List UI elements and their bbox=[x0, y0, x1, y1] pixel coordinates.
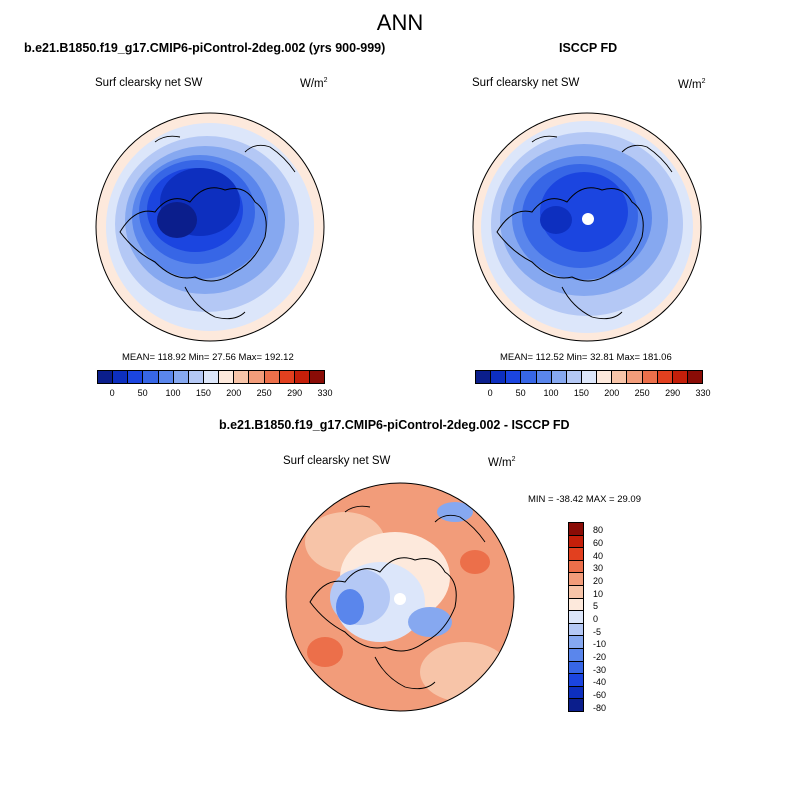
diff-polar-map bbox=[285, 482, 515, 712]
colorbar-tick-label: -10 bbox=[593, 639, 607, 650]
colorbar-tick-label: 330 bbox=[695, 388, 711, 398]
colorbar-swatch bbox=[642, 371, 658, 383]
colorbar-swatch bbox=[569, 585, 583, 599]
colorbar-tick-label: 0 bbox=[109, 388, 115, 398]
colorbar-swatch bbox=[569, 535, 583, 549]
right-variable-label: Surf clearsky net SW bbox=[472, 77, 580, 89]
colorbar-tick-label: 100 bbox=[165, 388, 181, 398]
colorbar-tick-label: 250 bbox=[256, 388, 272, 398]
colorbar-tick-label: 10 bbox=[593, 588, 604, 599]
right-panel-title: ISCCP FD bbox=[559, 41, 618, 55]
colorbar-swatch bbox=[219, 371, 235, 383]
colorbar-swatch bbox=[551, 371, 567, 383]
colorbar-swatch bbox=[234, 371, 250, 383]
colorbar-tick-label: 100 bbox=[543, 388, 559, 398]
colorbar-swatch bbox=[672, 371, 688, 383]
diff-colorbar-ticks: 80 60 40 30 20 10 5 0 -5 -10 -20 -30 -40 -60 -80 bbox=[593, 522, 623, 712]
colorbar-swatch bbox=[569, 548, 583, 561]
colorbar-swatch bbox=[98, 371, 114, 383]
colorbar-tick-label: 40 bbox=[593, 550, 604, 561]
colorbar-swatch bbox=[279, 371, 295, 383]
colorbar-swatch bbox=[491, 371, 507, 383]
colorbar-swatch bbox=[569, 623, 583, 637]
colorbar-tick-label: -5 bbox=[593, 626, 602, 637]
left-panel-title: b.e21.B1850.f19_g17.CMIP6-piControl-2deg… bbox=[24, 41, 386, 55]
colorbar-swatch bbox=[476, 371, 492, 383]
colorbar-tick-label: -20 bbox=[593, 652, 607, 662]
colorbar-swatch bbox=[128, 371, 144, 383]
diff-stats: MIN = -38.42 MAX = 29.09 bbox=[528, 494, 642, 505]
colorbar-swatch bbox=[569, 648, 583, 662]
right-colorbar-ticks: 0 50 100 150 200 250 290 330 bbox=[475, 388, 711, 400]
colorbar-tick-label: 60 bbox=[593, 538, 604, 548]
colorbar-tick-label: 80 bbox=[593, 525, 604, 536]
colorbar-tick-label: 200 bbox=[604, 388, 620, 398]
colorbar-tick-label: 290 bbox=[665, 388, 681, 398]
colorbar-swatch bbox=[569, 636, 583, 649]
colorbar-swatch bbox=[294, 371, 310, 383]
colorbar-tick-label: 30 bbox=[593, 563, 604, 574]
colorbar-swatch bbox=[158, 371, 174, 383]
colorbar-tick-label: 150 bbox=[195, 388, 211, 398]
colorbar-swatch bbox=[203, 371, 220, 383]
colorbar-swatch bbox=[188, 371, 204, 383]
colorbar-swatch bbox=[569, 573, 583, 586]
colorbar-swatch bbox=[569, 674, 583, 687]
colorbar-swatch bbox=[597, 371, 613, 383]
colorbar-tick-label: -60 bbox=[593, 690, 607, 700]
colorbar-tick-label: 50 bbox=[137, 388, 148, 398]
colorbar-swatch bbox=[569, 661, 583, 675]
diff-units-label: W/m2 bbox=[488, 456, 516, 469]
colorbar-tick-label: 250 bbox=[634, 388, 650, 398]
left-variable-label: Surf clearsky net SW bbox=[95, 77, 203, 89]
colorbar-swatch bbox=[264, 371, 280, 383]
colorbar-tick-label: 200 bbox=[226, 388, 242, 398]
colorbar-swatch bbox=[569, 598, 583, 612]
colorbar-swatch bbox=[536, 371, 552, 383]
colorbar-swatch bbox=[569, 686, 583, 700]
right-stats: MEAN= 112.52 Min= 32.81 Max= 181.06 bbox=[500, 352, 672, 363]
colorbar-tick-label: 290 bbox=[287, 388, 303, 398]
colorbar-swatch bbox=[581, 371, 598, 383]
left-colorbar bbox=[97, 370, 325, 384]
colorbar-swatch bbox=[309, 371, 325, 383]
colorbar-swatch bbox=[143, 371, 159, 383]
colorbar-tick-label: 0 bbox=[593, 614, 599, 624]
colorbar-swatch bbox=[687, 371, 703, 383]
colorbar-tick-label: -30 bbox=[593, 664, 607, 675]
colorbar-swatch bbox=[521, 371, 537, 383]
colorbar-swatch bbox=[569, 699, 583, 711]
right-units-label: W/m2 bbox=[678, 78, 706, 91]
colorbar-swatch bbox=[612, 371, 628, 383]
left-polar-map bbox=[95, 112, 325, 342]
diff-colorbar bbox=[568, 522, 584, 712]
left-colorbar-ticks: 0 50 100 150 200 250 290 330 bbox=[97, 388, 333, 400]
colorbar-swatch bbox=[569, 611, 583, 624]
colorbar-swatch bbox=[569, 560, 583, 574]
diff-variable-label: Surf clearsky net SW bbox=[283, 455, 391, 467]
left-stats: MEAN= 118.92 Min= 27.56 Max= 192.12 bbox=[122, 352, 294, 363]
colorbar-tick-label: 0 bbox=[487, 388, 493, 398]
colorbar-tick-label: 20 bbox=[593, 576, 604, 586]
colorbar-tick-label: 50 bbox=[515, 388, 526, 398]
colorbar-swatch bbox=[249, 371, 265, 383]
colorbar-swatch bbox=[173, 371, 189, 383]
colorbar-tick-label: -40 bbox=[593, 677, 607, 688]
colorbar-swatch bbox=[657, 371, 673, 383]
right-colorbar bbox=[475, 370, 703, 384]
colorbar-swatch bbox=[506, 371, 522, 383]
colorbar-tick-label: 150 bbox=[573, 388, 589, 398]
colorbar-swatch bbox=[113, 371, 129, 383]
colorbar-tick-label: 5 bbox=[593, 601, 599, 612]
colorbar-tick-label: -80 bbox=[593, 702, 607, 713]
colorbar-swatch bbox=[566, 371, 582, 383]
colorbar-swatch bbox=[627, 371, 643, 383]
colorbar-swatch bbox=[569, 523, 583, 536]
left-units-label: W/m2 bbox=[300, 77, 328, 90]
figure-title: ANN bbox=[376, 10, 424, 35]
right-polar-map bbox=[472, 112, 702, 342]
colorbar-tick-label: 330 bbox=[317, 388, 333, 398]
diff-panel-title: b.e21.B1850.f19_g17.CMIP6-piControl-2deg… bbox=[219, 418, 570, 432]
